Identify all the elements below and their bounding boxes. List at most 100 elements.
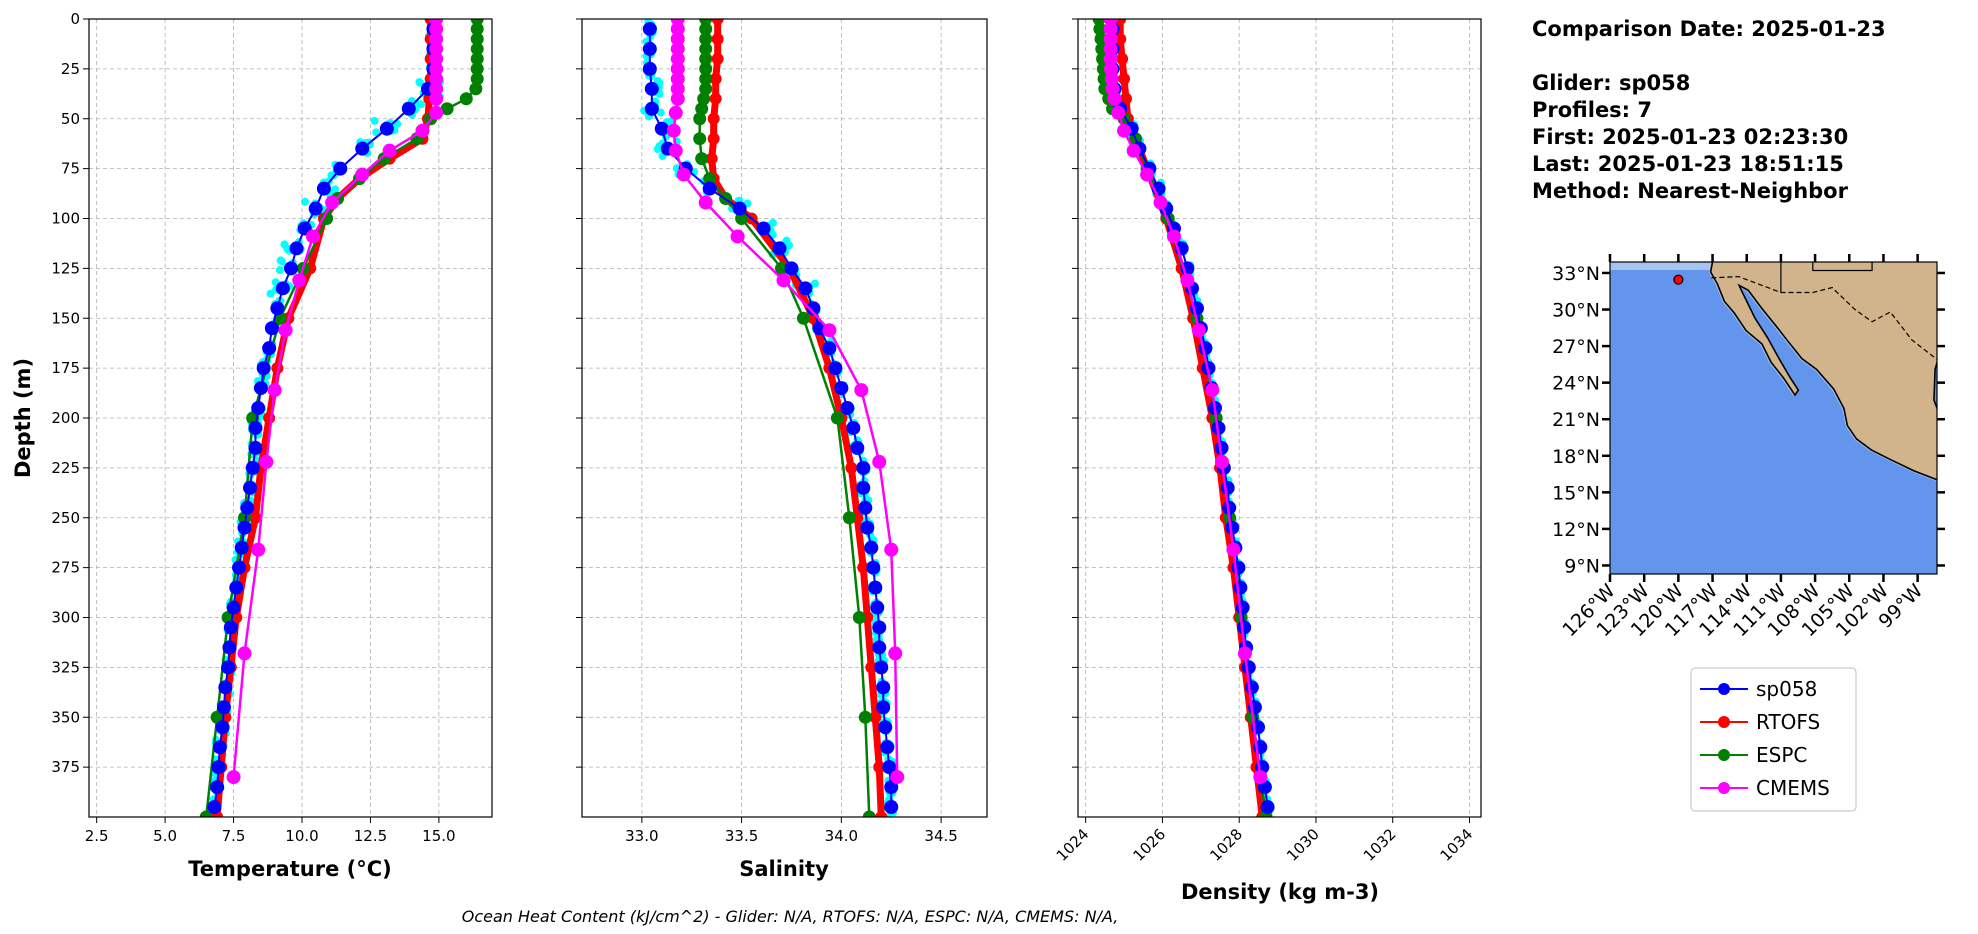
lat-tick-label: 24°N xyxy=(1552,373,1600,395)
data-point-cmems xyxy=(670,41,685,56)
series-line-sp058 xyxy=(213,28,435,808)
individual-profile-point xyxy=(331,185,340,194)
data-point-espc xyxy=(699,22,713,36)
data-point-sp058 xyxy=(876,680,891,695)
data-point-sp058 xyxy=(232,560,247,575)
data-point-cmems xyxy=(429,61,444,76)
individual-profile-point xyxy=(653,145,662,154)
y-tick-label: 300 xyxy=(51,609,80,627)
data-point-cmems xyxy=(1226,542,1241,557)
data-point-cmems xyxy=(666,123,681,138)
data-point-sp058 xyxy=(275,281,290,296)
x-tick-label: 1028 xyxy=(1206,825,1246,865)
data-point-rtofs xyxy=(711,19,724,25)
panel-density: 1024 1026 1028 1030 1032 1034 xyxy=(1053,18,1482,865)
data-point-sp058 xyxy=(866,560,881,575)
data-point-cmems xyxy=(884,542,899,557)
profile-panels: 2.5 5.0 7.5 10.0 12.5 15.0 0 25 50 75 100 125 150 175… xyxy=(51,10,1482,865)
data-point-espc xyxy=(693,132,707,146)
data-point-sp058 xyxy=(223,620,238,635)
data-point-rtofs xyxy=(875,811,888,817)
data-point-espc xyxy=(470,42,484,56)
y-tick-label: 350 xyxy=(51,708,80,726)
data-point-sp058 xyxy=(822,341,837,356)
last-time: Last: 2025-01-23 18:51:15 xyxy=(1532,152,1844,176)
panel-temperature: 2.5 5.0 7.5 10.0 12.5 15.0 0 25 50 75 100 125 150 175… xyxy=(51,10,493,845)
data-point-cmems xyxy=(1103,31,1118,46)
plot-area xyxy=(199,19,484,817)
individual-profile-point xyxy=(370,116,379,125)
legend-label: sp058 xyxy=(1756,677,1817,701)
legend-marker xyxy=(1718,749,1730,761)
legend-marker xyxy=(1718,782,1730,794)
data-point-espc xyxy=(699,72,713,86)
data-point-sp058 xyxy=(884,800,899,815)
data-point-sp058 xyxy=(221,660,236,675)
data-point-espc xyxy=(852,611,866,624)
data-point-cmems xyxy=(1104,61,1119,76)
data-point-sp058 xyxy=(222,640,237,655)
y-tick-label: 200 xyxy=(51,409,80,427)
data-point-cmems xyxy=(251,542,266,557)
data-point-espc xyxy=(699,62,713,76)
data-point-sp058 xyxy=(207,800,222,815)
profile-count: Profiles: 7 xyxy=(1532,98,1652,122)
data-point-cmems xyxy=(670,71,685,86)
data-point-sp058 xyxy=(850,440,865,455)
x-tick-label: 33.0 xyxy=(625,827,658,845)
data-point-cmems xyxy=(1111,105,1126,120)
data-point-sp058 xyxy=(308,201,323,216)
individual-profile-point xyxy=(266,289,275,298)
individual-profile-point xyxy=(372,128,381,137)
legend-label: RTOFS xyxy=(1756,710,1820,734)
data-point-espc xyxy=(775,261,789,275)
data-point-espc xyxy=(699,82,713,96)
data-point-cmems xyxy=(1140,167,1155,182)
data-point-sp058 xyxy=(289,241,304,256)
plot-area xyxy=(1092,19,1275,817)
data-point-sp058 xyxy=(1260,800,1275,815)
data-point-sp058 xyxy=(840,401,855,416)
x-tick-label: 1026 xyxy=(1130,825,1170,865)
data-point-sp058 xyxy=(1244,680,1259,695)
data-point-cmems xyxy=(429,21,444,36)
data-point-cmems xyxy=(429,105,444,120)
data-point-sp058 xyxy=(798,281,813,296)
data-point-rtofs xyxy=(1114,32,1127,45)
lat-tick-label: 21°N xyxy=(1552,409,1600,431)
data-point-sp058 xyxy=(1233,580,1248,595)
legend-marker xyxy=(1718,716,1730,728)
data-point-espc xyxy=(470,22,484,36)
data-point-sp058 xyxy=(229,580,244,595)
data-point-sp058 xyxy=(864,540,879,555)
data-point-sp058 xyxy=(868,580,883,595)
y-axis-label: Depth (m) xyxy=(11,358,35,478)
data-point-sp058 xyxy=(872,640,887,655)
data-point-cmems xyxy=(325,195,340,210)
data-point-sp058 xyxy=(251,401,266,416)
series-cmems xyxy=(666,19,905,785)
data-point-sp058 xyxy=(856,480,871,495)
data-point-rtofs xyxy=(857,561,870,574)
x-tick-label: 34.5 xyxy=(924,827,957,845)
series-sp058 xyxy=(642,21,899,815)
legend-item-espc: ESPC xyxy=(1700,743,1807,767)
data-point-espc xyxy=(693,112,707,126)
x-tick-label: 1034 xyxy=(1437,825,1477,865)
data-point-rtofs xyxy=(249,511,262,524)
y-tick-label: 275 xyxy=(51,559,80,577)
series-cmems xyxy=(226,19,444,785)
data-point-sp058 xyxy=(1231,560,1246,575)
lat-tick-label: 9°N xyxy=(1564,555,1600,577)
data-point-cmems xyxy=(429,81,444,96)
data-point-espc xyxy=(699,42,713,56)
location-map: 33°N30°N27°N24°N21°N18°N15°N12°N9°N126°W… xyxy=(1552,254,1945,641)
data-point-cmems xyxy=(668,143,683,158)
data-point-rtofs xyxy=(711,52,724,65)
data-point-cmems xyxy=(670,21,685,36)
lat-tick-label: 33°N xyxy=(1552,263,1600,285)
data-point-sp058 xyxy=(878,720,893,735)
x-tick-label: 10.0 xyxy=(285,827,318,845)
y-tick-label: 0 xyxy=(70,10,80,28)
data-point-sp058 xyxy=(642,61,657,76)
